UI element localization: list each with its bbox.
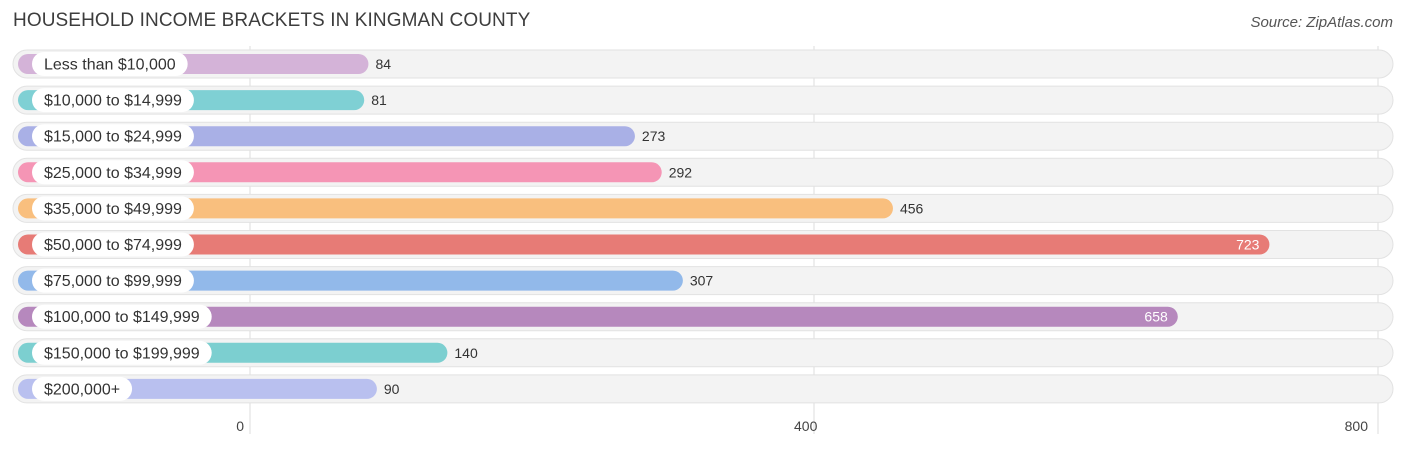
category-pill	[32, 304, 212, 329]
bar-row: $15,000 to $24,999 273	[12, 121, 1394, 151]
x-tick-label: 0	[236, 418, 244, 434]
category-label: $100,000 to $149,999	[44, 309, 200, 326]
bar-row: $10,000 to $14,999 81	[12, 85, 1394, 115]
bar-row: $50,000 to $74,999 723	[12, 230, 1394, 259]
chart-source: Source: ZipAtlas.com	[1250, 14, 1393, 31]
category-pill	[32, 268, 194, 293]
bar-row: $200,000+ 90	[12, 374, 1394, 404]
x-tick-label: 800	[1345, 418, 1369, 434]
value-label: 658	[1144, 309, 1168, 325]
bar-row: $75,000 to $99,999 307	[12, 266, 1394, 296]
x-tick-label: 400	[794, 418, 818, 434]
bar-row: Less than $10,000 84	[12, 49, 1394, 79]
bar	[18, 306, 1178, 327]
x-axis: 0 400 800	[236, 418, 1368, 434]
category-label: $75,000 to $99,999	[44, 273, 182, 290]
value-label: 456	[900, 200, 924, 216]
category-label: $25,000 to $34,999	[44, 165, 182, 182]
value-label: 292	[669, 164, 693, 180]
value-label: 273	[642, 128, 666, 144]
value-label: 84	[375, 56, 391, 72]
value-label: 140	[454, 345, 478, 361]
category-label: $10,000 to $14,999	[44, 93, 182, 110]
category-label: Less than $10,000	[44, 57, 176, 74]
category-label: $50,000 to $74,999	[44, 237, 182, 254]
bar-row: $100,000 to $149,999 658	[12, 302, 1394, 332]
category-label: $15,000 to $24,999	[44, 129, 182, 146]
bar-row: $150,000 to $199,999 140	[12, 338, 1394, 368]
bar-row: $35,000 to $49,999 456	[12, 193, 1394, 223]
value-label: 90	[384, 381, 400, 397]
value-label: 723	[1236, 237, 1260, 253]
category-pill	[32, 88, 194, 113]
category-pill	[32, 232, 194, 257]
category-label: $200,000+	[44, 381, 120, 398]
category-pill	[32, 160, 194, 185]
chart-title: HOUSEHOLD INCOME BRACKETS IN KINGMAN COU…	[13, 10, 531, 31]
category-pill	[32, 340, 212, 365]
category-pill	[32, 196, 194, 221]
bar	[18, 234, 1270, 255]
value-label: 81	[371, 92, 387, 108]
category-label: $35,000 to $49,999	[44, 201, 182, 218]
bar	[18, 198, 893, 219]
category-pill	[32, 376, 133, 401]
category-label: $150,000 to $199,999	[44, 345, 200, 362]
bar-row: $25,000 to $34,999 292	[12, 157, 1394, 187]
value-label: 307	[690, 273, 714, 289]
category-pill	[32, 52, 188, 76]
category-pill	[32, 124, 194, 149]
